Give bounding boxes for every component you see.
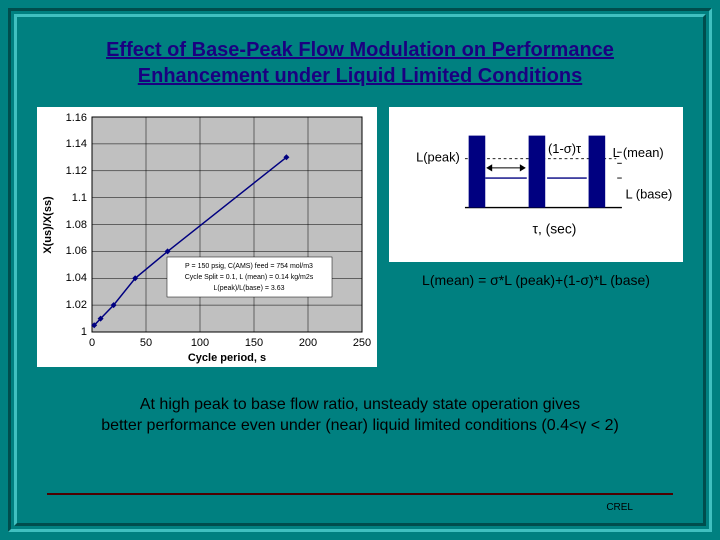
base-marks xyxy=(617,178,622,208)
pulse-bar-1 xyxy=(469,136,486,208)
title-line1: Effect of Base-Peak Flow Modulation on P… xyxy=(106,39,614,61)
pulse-svg: L(peak) (1-σ)τ L (mean) L (base) τ, (sec… xyxy=(393,111,679,258)
svg-text:1.08: 1.08 xyxy=(66,219,87,231)
chart-yticks: 1 1.02 1.04 1.06 1.08 1.1 1.12 1.14 1.16 xyxy=(66,112,87,338)
svg-text:1.04: 1.04 xyxy=(66,272,87,284)
svg-text:P = 150 psig, C(AMS) feed = 75: P = 150 psig, C(AMS) feed = 754 mol/m3 xyxy=(185,263,313,270)
caption: At high peak to base flow ratio, unstead… xyxy=(37,395,683,437)
gap-label: (1-σ)τ xyxy=(548,141,581,156)
gap-arrow xyxy=(487,165,525,171)
content-row: 1 1.02 1.04 1.06 1.08 1.1 1.12 1.14 1.16… xyxy=(37,107,683,367)
svg-text:1.02: 1.02 xyxy=(66,299,87,311)
svg-text:Cycle Split = 0.1, L (mean) =: Cycle Split = 0.1, L (mean) = 0.14 kg/m2… xyxy=(185,274,314,281)
svg-text:1: 1 xyxy=(81,326,87,338)
l-base-label: L (base) xyxy=(625,186,672,201)
l-peak-label: L(peak) xyxy=(416,149,460,164)
svg-text:50: 50 xyxy=(140,337,152,349)
svg-text:200: 200 xyxy=(299,337,317,349)
slide-title: Effect of Base-Peak Flow Modulation on P… xyxy=(37,37,683,89)
chart-xticks: 0 50 100 150 200 250 xyxy=(89,337,371,349)
svg-text:L(peak)/L(base) = 3.63: L(peak)/L(base) = 3.63 xyxy=(213,285,284,292)
title-line2: Enhancement under Liquid Limited Conditi… xyxy=(138,65,582,87)
svg-text:0: 0 xyxy=(89,337,95,349)
caption-line2: better performance even under (near) liq… xyxy=(101,417,619,434)
chart-panel: 1 1.02 1.04 1.06 1.08 1.1 1.12 1.14 1.16… xyxy=(37,107,377,367)
crel-label: CREL xyxy=(606,502,633,513)
equation-text: L(mean) = σ*L (peak)+(1-σ)*L (base) xyxy=(389,272,683,288)
pulse-bar-3 xyxy=(589,136,606,208)
pulse-bar-2 xyxy=(529,136,546,208)
chart-ylabel: X(us)/X(ss) xyxy=(42,196,54,254)
svg-text:1.1: 1.1 xyxy=(72,192,87,204)
pulse-panel: L(peak) (1-σ)τ L (mean) L (base) τ, (sec… xyxy=(389,107,683,262)
slide-content: Effect of Base-Peak Flow Modulation on P… xyxy=(14,14,706,526)
chart-svg: 1 1.02 1.04 1.06 1.08 1.1 1.12 1.14 1.16… xyxy=(37,107,377,367)
tau-axis: τ, (sec) xyxy=(533,220,577,236)
svg-text:1.14: 1.14 xyxy=(66,138,87,150)
bottom-rule xyxy=(47,493,673,495)
svg-text:1.06: 1.06 xyxy=(66,245,87,257)
svg-text:1.16: 1.16 xyxy=(66,112,87,124)
svg-text:150: 150 xyxy=(245,337,263,349)
svg-text:100: 100 xyxy=(191,337,209,349)
caption-line1: At high peak to base flow ratio, unstead… xyxy=(140,396,580,413)
chart-xlabel: Cycle period, s xyxy=(188,352,266,364)
svg-text:1.12: 1.12 xyxy=(66,165,87,177)
svg-text:250: 250 xyxy=(353,337,371,349)
